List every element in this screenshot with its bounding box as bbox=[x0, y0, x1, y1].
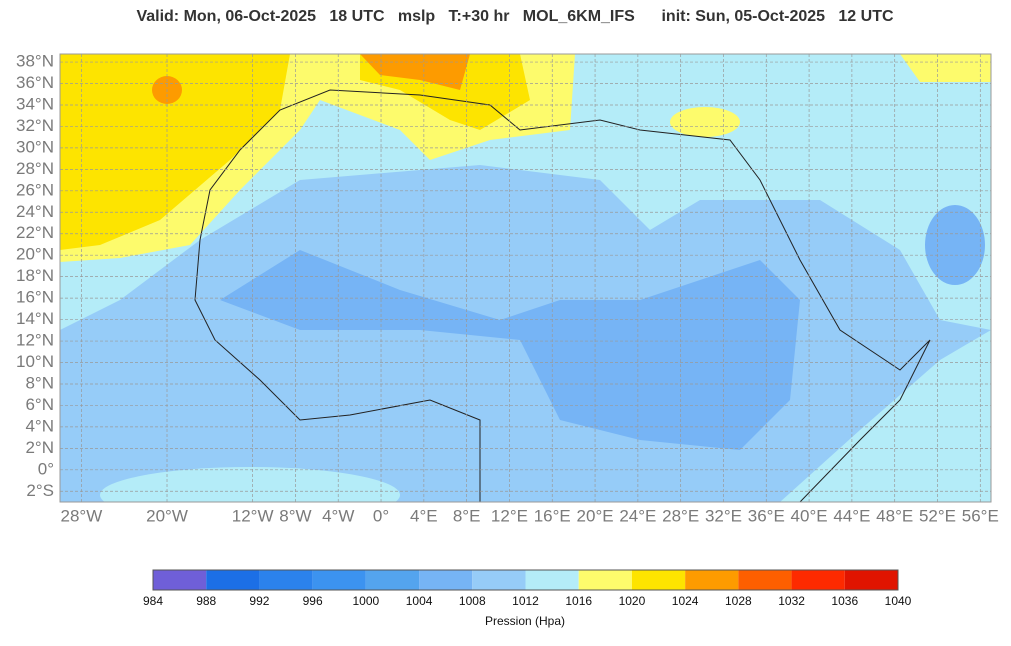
lon-label: 52°E bbox=[919, 506, 956, 525]
lon-label: 12°E bbox=[491, 506, 528, 525]
lat-label: 28°N bbox=[16, 159, 54, 178]
colorbar-segment bbox=[312, 570, 366, 590]
lon-label: 36°E bbox=[748, 506, 785, 525]
colorbar-segment bbox=[472, 570, 526, 590]
lat-label: 6°N bbox=[25, 395, 54, 414]
lat-label: 8°N bbox=[25, 373, 54, 392]
colorbar-tick-label: 1032 bbox=[778, 594, 805, 608]
colorbar-segment bbox=[631, 570, 686, 590]
field-1024 bbox=[360, 54, 470, 90]
lon-label: 0° bbox=[373, 506, 389, 525]
colorbar-tick-label: 1008 bbox=[459, 594, 486, 608]
colorbar-segment bbox=[259, 570, 313, 590]
colorbar-label: Pression (Hpa) bbox=[485, 614, 565, 628]
field-1020 bbox=[60, 54, 290, 250]
lat-label: 26°N bbox=[16, 180, 54, 199]
lat-label: 36°N bbox=[16, 73, 54, 92]
lon-label: 8°W bbox=[279, 506, 311, 525]
colorbar-segment bbox=[365, 570, 420, 590]
coastline bbox=[194, 89, 931, 502]
colorbar-tick-label: 1004 bbox=[406, 594, 433, 608]
colorbar-segment bbox=[525, 570, 579, 590]
lat-label: 38°N bbox=[16, 52, 54, 71]
lat-label: 0° bbox=[38, 459, 54, 478]
colorbar-frame bbox=[152, 569, 899, 591]
lat-label: 24°N bbox=[16, 202, 54, 221]
lon-label: 32°E bbox=[705, 506, 742, 525]
colorbar-tick-label: 1000 bbox=[353, 594, 380, 608]
colorbar-tick-label: 1028 bbox=[725, 594, 752, 608]
colorbar-segment bbox=[578, 570, 632, 590]
colorbar-tick-label: 1036 bbox=[831, 594, 858, 608]
field-1016 bbox=[900, 54, 991, 82]
lon-label: 20°W bbox=[146, 506, 188, 525]
colorbar-tick-label: 988 bbox=[196, 594, 216, 608]
field-1016 bbox=[670, 107, 740, 137]
colorbar-segment bbox=[738, 570, 792, 590]
colorbar-tick-label: 1024 bbox=[672, 594, 699, 608]
colorbar-segment bbox=[419, 570, 473, 590]
lon-label: 4°W bbox=[322, 506, 354, 525]
lat-label: 10°N bbox=[16, 352, 54, 371]
lat-label: 2°N bbox=[25, 438, 54, 457]
lon-label: 8°E bbox=[453, 506, 481, 525]
graticule bbox=[60, 54, 991, 502]
colorbar-segment bbox=[206, 570, 260, 590]
map-title: Valid: Mon, 06-Oct-2025 18 UTC mslp T:+3… bbox=[136, 8, 894, 25]
pressure-field bbox=[60, 54, 991, 502]
lat-label: 4°N bbox=[25, 416, 54, 435]
lat-label: 30°N bbox=[16, 137, 54, 156]
lon-label: 28°W bbox=[61, 506, 103, 525]
field-1004 bbox=[220, 250, 800, 450]
lon-label: 48°E bbox=[876, 506, 913, 525]
colorbar-tick-label: 1016 bbox=[565, 594, 592, 608]
colorbar-tick-label: 996 bbox=[303, 594, 323, 608]
colorbar-tick-label: 1020 bbox=[619, 594, 646, 608]
lon-label: 4°E bbox=[410, 506, 438, 525]
lat-label: 16°N bbox=[16, 288, 54, 307]
lon-label: 28°E bbox=[662, 506, 699, 525]
field-1004 bbox=[925, 205, 985, 285]
map-frame bbox=[59, 53, 992, 503]
lon-label: 20°E bbox=[577, 506, 614, 525]
lon-label: 12°W bbox=[232, 506, 274, 525]
field-1012 bbox=[780, 330, 991, 502]
field-1012 bbox=[100, 467, 400, 502]
colorbar-tick-label: 984 bbox=[143, 594, 163, 608]
lat-label: 34°N bbox=[16, 94, 54, 113]
colorbar-segment bbox=[685, 570, 739, 590]
colorbar-segment bbox=[844, 570, 898, 590]
lat-label: 2°S bbox=[26, 481, 54, 500]
lon-label: 44°E bbox=[833, 506, 870, 525]
lat-label: 14°N bbox=[16, 309, 54, 328]
colorbar-segment bbox=[153, 570, 207, 590]
lon-label: 24°E bbox=[619, 506, 656, 525]
lat-label: 20°N bbox=[16, 245, 54, 264]
lon-label: 16°E bbox=[534, 506, 571, 525]
lon-label: 56°E bbox=[962, 506, 999, 525]
lat-label: 18°N bbox=[16, 266, 54, 285]
lon-label: 40°E bbox=[791, 506, 828, 525]
lat-label: 32°N bbox=[16, 116, 54, 135]
colorbar-tick-label: 1012 bbox=[512, 594, 539, 608]
colorbar-tick-label: 1040 bbox=[885, 594, 912, 608]
colorbar-tick-label: 992 bbox=[249, 594, 269, 608]
lat-label: 12°N bbox=[16, 331, 54, 350]
lat-label: 22°N bbox=[16, 223, 54, 242]
colorbar-segment bbox=[791, 570, 845, 590]
